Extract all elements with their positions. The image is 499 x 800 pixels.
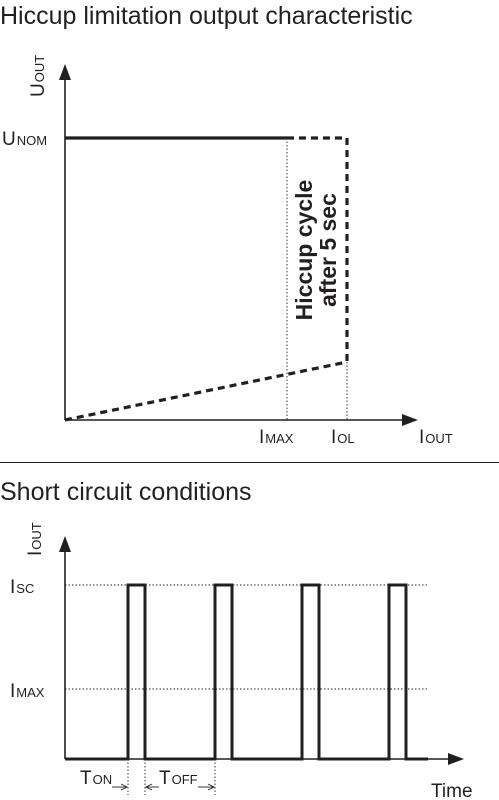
t-on-label: TON — [80, 768, 112, 789]
hiccup-annotation: Hiccup cycle after 5 sec — [291, 180, 341, 321]
bottom-x-axis-arrow — [448, 753, 464, 765]
top-x-axis-label: IOUT — [419, 427, 453, 448]
top-chart-title: Hiccup limitation output characteristic — [0, 2, 413, 30]
hiccup-annotation-line-1: Hiccup cycle — [291, 180, 317, 321]
i-max-level-label: IMAX — [10, 681, 45, 702]
svg-text:UOUT: UOUT — [28, 55, 49, 97]
t-off-arrow-head — [207, 783, 216, 791]
bottom-y-axis-label: IOUT — [25, 522, 46, 556]
i-sc-label: ISC — [10, 577, 34, 598]
top-y-axis-label: UOUT — [28, 55, 49, 97]
top-y-axis-arrow — [59, 64, 71, 80]
t-off-label: TOFF — [159, 768, 198, 789]
i-ol-label: IOL — [331, 427, 355, 448]
top-x-axis-arrow — [402, 414, 418, 426]
bottom-y-axis-arrow — [59, 536, 71, 552]
t-on-arrow-right-head — [144, 783, 153, 791]
hiccup-ramp-dashed-line — [64, 360, 348, 422]
t-on-arrow-left-head — [120, 783, 129, 791]
i-max-label: IMAX — [259, 427, 294, 448]
bottom-chart-title: Short circuit conditions — [0, 478, 252, 506]
svg-text:IOUT: IOUT — [25, 522, 46, 556]
u-nom-label: UNOM — [2, 129, 47, 150]
hiccup-annotation-line-2: after 5 sec — [315, 193, 341, 307]
pulse-train — [65, 583, 428, 761]
time-axis-label: Time — [431, 781, 473, 800]
